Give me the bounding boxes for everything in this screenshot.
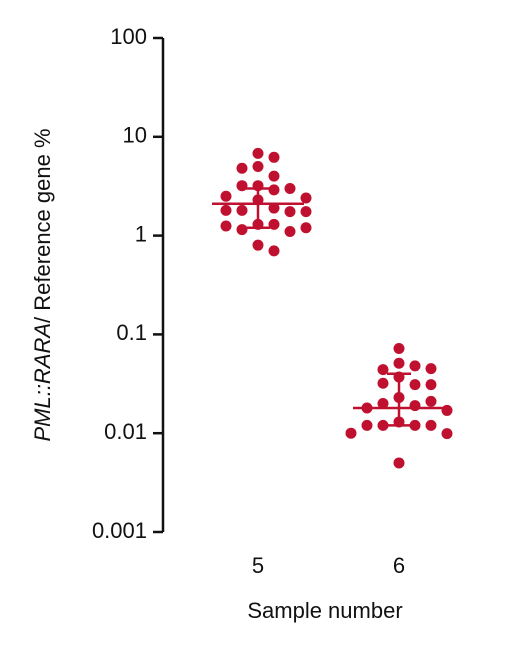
data-point [425, 395, 437, 407]
data-point [425, 419, 437, 431]
y-axis-label: PML::RARA/ Reference gene % [30, 128, 55, 441]
y-tick-label: 0.001 [92, 518, 147, 543]
data-point [393, 342, 405, 354]
y-tick-label: 0.01 [104, 419, 147, 444]
data-point [268, 184, 280, 196]
data-point [268, 218, 280, 230]
data-point [377, 377, 389, 389]
y-axis-label-rest: / Reference gene % [30, 128, 55, 322]
data-point [441, 404, 453, 416]
data-point [236, 204, 248, 216]
data-point [268, 245, 280, 257]
data-point [345, 427, 357, 439]
data-point [425, 363, 437, 375]
data-point [236, 180, 248, 192]
y-tick-label: 1 [135, 221, 147, 246]
data-point [409, 419, 421, 431]
data-point [268, 202, 280, 214]
data-point [300, 192, 312, 204]
y-tick-label: 0.1 [116, 320, 147, 345]
data-point [441, 428, 453, 440]
data-point [425, 379, 437, 391]
data-point [268, 170, 280, 182]
data-point [393, 357, 405, 369]
x-tick-label: 6 [393, 553, 405, 578]
data-point [300, 206, 312, 218]
data-point [361, 419, 373, 431]
y-axis-label-italic: PML::RARA [30, 323, 55, 442]
data-point [409, 400, 421, 412]
data-point [236, 224, 248, 236]
data-point [409, 360, 421, 372]
data-point [409, 379, 421, 391]
data-point [220, 204, 232, 216]
data-point [377, 397, 389, 409]
data-point [252, 147, 264, 159]
data-point [252, 161, 264, 173]
data-point [284, 182, 296, 194]
data-point [220, 220, 232, 232]
data-point [252, 239, 264, 251]
y-tick-label: 10 [123, 123, 147, 148]
data-point [377, 364, 389, 376]
data-point [377, 419, 389, 431]
data-point [268, 151, 280, 163]
data-point [393, 457, 405, 469]
data-point [236, 162, 248, 174]
data-point [284, 226, 296, 238]
data-point [220, 190, 232, 202]
data-point [300, 222, 312, 234]
x-tick-label: 5 [252, 553, 264, 578]
data-point [284, 206, 296, 218]
y-tick-label: 100 [110, 24, 147, 49]
x-axis-label: Sample number [247, 598, 402, 623]
